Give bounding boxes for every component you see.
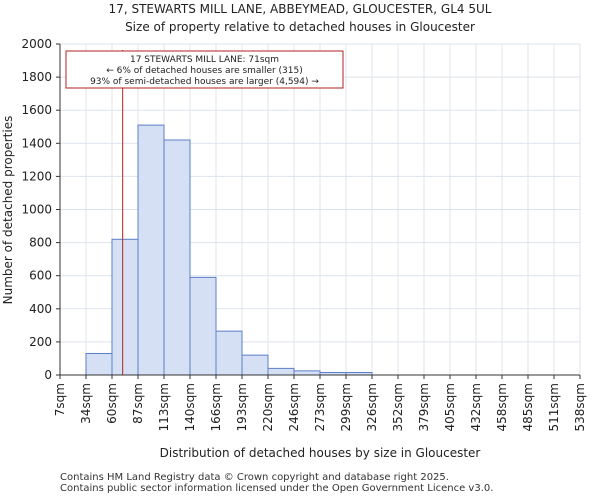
x-tick-label: 7sqm	[53, 383, 67, 416]
y-tick-label: 1000	[21, 203, 52, 217]
annotation-line-2: ← 6% of detached houses are smaller (315…	[106, 66, 303, 76]
y-tick-label: 1200	[21, 169, 52, 183]
x-tick-label: 405sqm	[443, 383, 457, 431]
y-tick-label: 1400	[21, 136, 52, 150]
chart-title: 17, STEWARTS MILL LANE, ABBEYMEAD, GLOUC…	[109, 2, 492, 16]
x-tick-label: 379sqm	[417, 383, 431, 431]
chart-subtitle: Size of property relative to detached ho…	[125, 20, 475, 34]
y-tick-label: 2000	[21, 37, 52, 51]
annotation-line-3: 93% of semi-detached houses are larger (…	[90, 77, 319, 87]
bars	[85, 124, 373, 376]
x-axis-label: Distribution of detached houses by size …	[160, 446, 481, 460]
annotation-line-1: 17 STEWARTS MILL LANE: 71sqm	[130, 55, 279, 65]
x-tick-label: 432sqm	[469, 383, 483, 431]
y-tick-label: 1600	[21, 103, 52, 117]
footer-licence: Contains public sector information licen…	[60, 483, 494, 494]
histogram-bar	[163, 139, 191, 376]
x-tick-label: 538sqm	[573, 383, 587, 431]
x-tick-label: 220sqm	[261, 383, 275, 431]
x-tick-labels: 7sqm 34sqm 60sqm 87sqm 113sqm 140sqm 166sqm 193…	[53, 375, 587, 431]
x-tick-label: 458sqm	[495, 383, 509, 431]
histogram-bar	[293, 370, 321, 376]
x-tick-label: 166sqm	[209, 383, 223, 431]
x-tick-label: 352sqm	[391, 383, 405, 431]
y-tick-label: 200	[29, 335, 52, 349]
x-tick-label: 34sqm	[79, 383, 93, 424]
y-tick-label: 800	[29, 236, 52, 250]
histogram-bar	[241, 354, 269, 376]
y-tick-label: 400	[29, 302, 52, 316]
x-tick-label: 193sqm	[235, 383, 249, 431]
histogram-bar	[189, 276, 217, 376]
y-tick-label: 0	[44, 368, 52, 382]
x-tick-label: 113sqm	[157, 383, 171, 431]
y-tick-label: 600	[29, 269, 52, 283]
y-tick-labels: 0 200 400 600 800 1000 1200 1400 1600 1800 2000	[21, 37, 60, 382]
y-tick-label: 1800	[21, 70, 52, 84]
histogram-bar	[111, 238, 139, 376]
x-tick-label: 140sqm	[183, 383, 197, 431]
histogram-bar	[137, 124, 165, 376]
x-tick-label: 87sqm	[131, 383, 145, 424]
x-tick-label: 273sqm	[313, 383, 327, 431]
histogram-bar	[85, 352, 113, 376]
footer-copyright: Contains HM Land Registry data © Crown c…	[60, 472, 449, 483]
y-axis-label: Number of detached properties	[1, 116, 15, 305]
x-tick-label: 485sqm	[521, 383, 535, 431]
annotation-box: 17 STEWARTS MILL LANE: 71sqm ← 6% of det…	[65, 50, 344, 89]
histogram-bar	[215, 330, 243, 376]
x-tick-label: 60sqm	[105, 383, 119, 424]
x-tick-label: 326sqm	[365, 383, 379, 431]
histogram-bar	[267, 367, 295, 376]
x-tick-label: 246sqm	[287, 383, 301, 431]
x-tick-label: 511sqm	[547, 383, 561, 431]
x-tick-label: 299sqm	[339, 383, 353, 431]
